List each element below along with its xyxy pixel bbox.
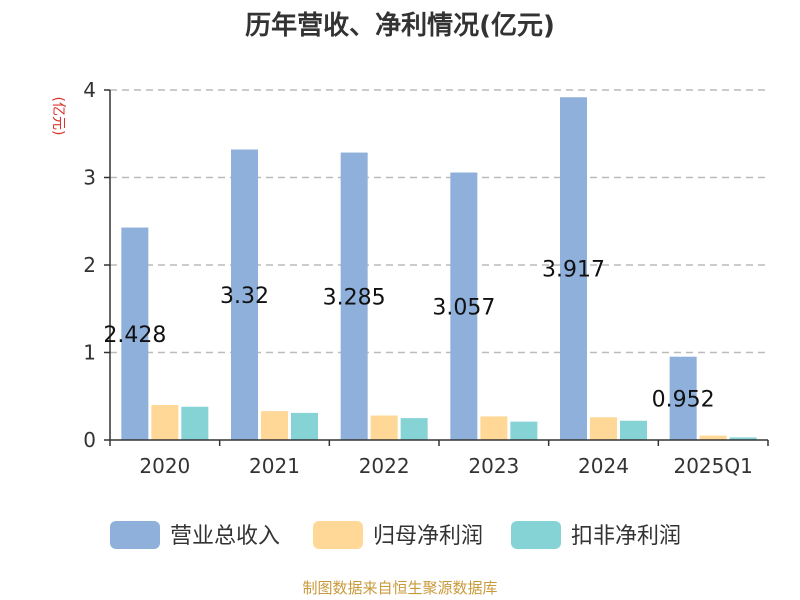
bar-series-3 bbox=[291, 412, 318, 440]
bar-series-1 bbox=[231, 149, 258, 440]
y-tick-label: 3 bbox=[83, 166, 96, 190]
bar-series-3 bbox=[181, 406, 209, 440]
y-tick-label: 0 bbox=[83, 428, 96, 452]
bar-series-2 bbox=[480, 416, 508, 440]
bar-series-1 bbox=[450, 172, 478, 440]
grid bbox=[110, 89, 768, 354]
x-tick-label: 2023 bbox=[468, 454, 519, 478]
legend-label-2: 归母净利润 bbox=[373, 524, 483, 549]
bar-series-3 bbox=[620, 420, 647, 440]
chart-title: 历年营收、净利情况(亿元) bbox=[245, 10, 555, 41]
axes: 0 1 2 3 4 2020 2021 2022 2023 2024 2025Q1 bbox=[83, 78, 769, 478]
legend-label-3: 扣非净利润 bbox=[571, 524, 681, 549]
y-axis-unit-label: (亿元) bbox=[50, 97, 66, 136]
y-tick-label: 4 bbox=[83, 78, 96, 102]
bar-series-2 bbox=[699, 435, 727, 440]
data-label: 3.917 bbox=[542, 258, 605, 283]
bar-series-2 bbox=[151, 405, 179, 440]
bar-series-1 bbox=[560, 97, 587, 440]
data-labels: 2.428 3.32 3.285 3.057 3.917 0.952 bbox=[103, 258, 714, 413]
data-label: 2.428 bbox=[103, 323, 166, 348]
x-tick-label: 2022 bbox=[359, 454, 410, 478]
bars bbox=[121, 97, 757, 440]
x-tick-label: 2020 bbox=[139, 454, 190, 478]
bar-series-3 bbox=[510, 421, 538, 440]
legend-swatch-3 bbox=[511, 521, 561, 549]
bar-series-1 bbox=[121, 227, 149, 440]
y-tick-label: 1 bbox=[83, 341, 96, 365]
data-label: 0.952 bbox=[652, 387, 715, 412]
bar-series-2 bbox=[590, 417, 617, 440]
bar-series-3 bbox=[729, 437, 757, 440]
data-label: 3.285 bbox=[323, 285, 386, 310]
legend: 营业总收入 归母净利润 扣非净利润 bbox=[110, 521, 681, 549]
bar-series-1 bbox=[340, 152, 368, 440]
legend-label-1: 营业总收入 bbox=[170, 524, 280, 549]
x-tick-label: 2024 bbox=[578, 454, 629, 478]
bar-series-3 bbox=[400, 418, 428, 440]
bar-series-2 bbox=[261, 411, 288, 440]
x-tick-label: 2025Q1 bbox=[673, 454, 752, 478]
legend-swatch-1 bbox=[110, 521, 160, 549]
y-tick-label: 2 bbox=[83, 253, 96, 277]
source-note: 制图数据来自恒生聚源数据库 bbox=[302, 579, 497, 597]
data-label: 3.32 bbox=[220, 284, 269, 309]
bar-series-1 bbox=[669, 356, 697, 440]
x-tick-label: 2021 bbox=[249, 454, 300, 478]
legend-swatch-2 bbox=[313, 521, 363, 549]
data-label: 3.057 bbox=[432, 295, 495, 320]
bar-series-2 bbox=[370, 415, 398, 440]
